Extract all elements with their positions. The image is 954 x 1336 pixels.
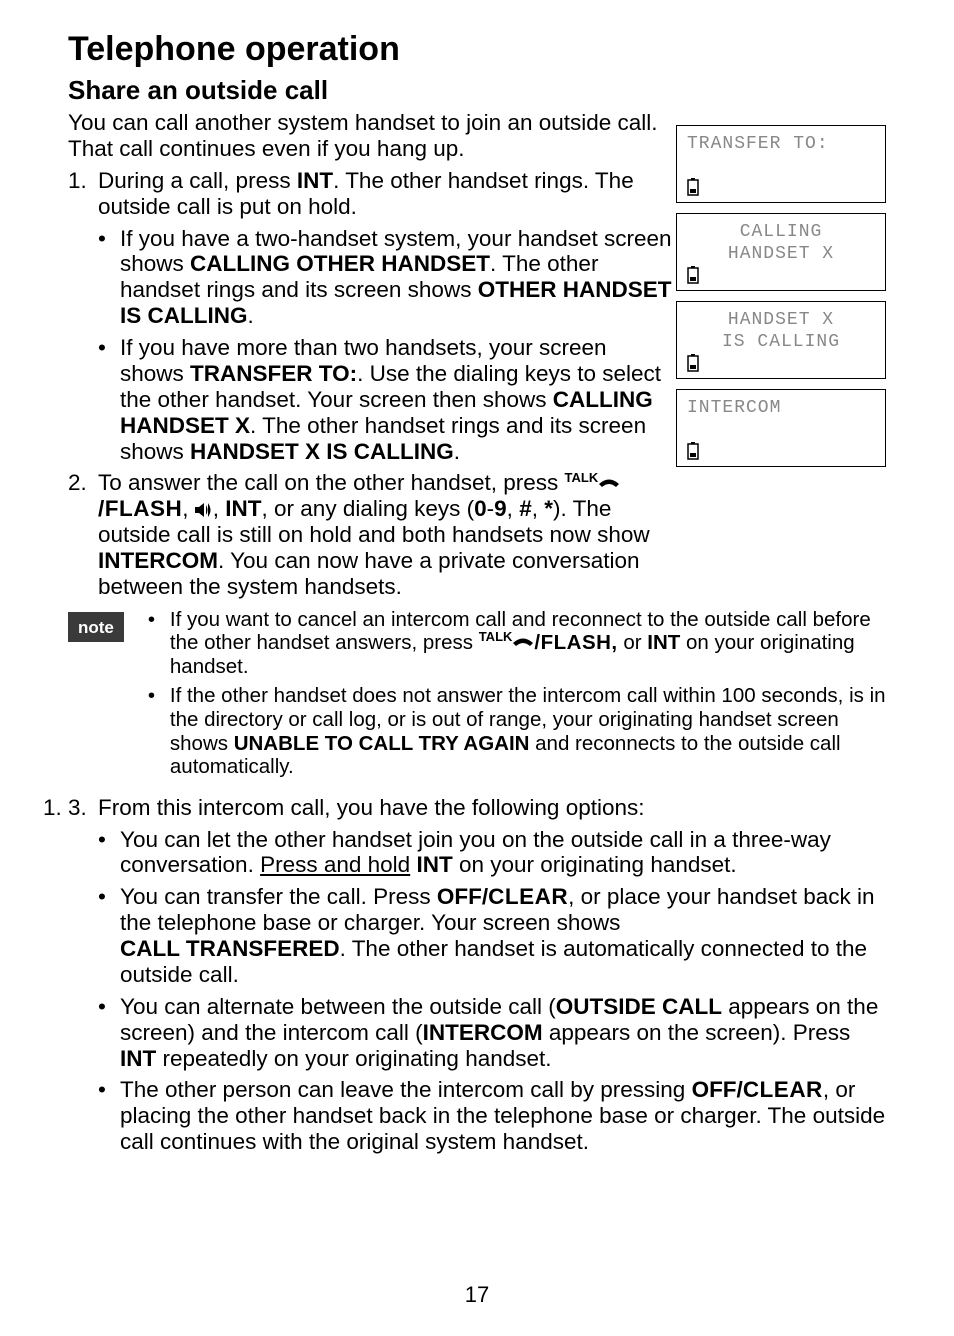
bullet-item: You can alternate between the outside ca… [98,994,886,1072]
step-2-text: To answer the call on the other handset,… [98,470,650,599]
step-1-text: During a call, press INT. The other hand… [98,168,634,219]
screen-text: TRANSFER TO: [687,134,875,156]
step-1-bullets: If you have a two-handset system, your h… [98,226,673,465]
battery-icon [687,178,699,196]
note-bullets: If you want to cancel an intercom call a… [148,608,886,785]
intro-text: You can call another system handset to j… [68,110,673,162]
handset-icon [512,629,534,639]
screen-text: CALLING [687,222,875,244]
speaker-icon [195,497,213,511]
bullet-item: If you have a two-handset system, your h… [98,226,673,330]
handset-icon [598,468,620,478]
step-3: 3. From this intercom call, you have the… [68,795,886,1155]
step-number: 1. [68,168,87,194]
note-block: note If you want to cancel an intercom c… [68,608,886,785]
screen-transfer: TRANSFER TO: [676,125,886,203]
step-number: 3. [68,795,87,821]
step-3-wrap: 3. From this intercom call, you have the… [68,795,886,1155]
page-title: Telephone operation [68,30,886,69]
note-label: note [68,612,124,642]
bullet-item: You can transfer the call. Press OFF/CLE… [98,884,886,988]
section-title: Share an outside call [68,75,886,106]
step-2: 2. To answer the call on the other hands… [68,470,673,599]
screen-text: IS CALLING [687,332,875,354]
step-3-text: From this intercom call, you have the fo… [98,795,645,820]
battery-icon [687,442,699,460]
bullet-item: The other person can leave the intercom … [98,1077,886,1155]
battery-icon [687,354,699,372]
step-number: 2. [68,470,87,496]
screen-text: HANDSET X [687,310,875,332]
step-3-bullets: You can let the other handset join you o… [98,827,886,1156]
lcd-screens: TRANSFER TO: CALLING HANDSET X HANDSET X… [676,125,886,477]
note-bullet: If you want to cancel an intercom call a… [148,608,886,679]
bullet-item: If you have more than two handsets, your… [98,335,673,464]
step-list: 1. During a call, press INT. The other h… [68,168,673,600]
battery-icon [687,266,699,284]
bullet-item: You can let the other handset join you o… [98,827,886,879]
screen-text: INTERCOM [687,398,875,420]
screen-is-calling: HANDSET X IS CALLING [676,301,886,379]
screen-text: HANDSET X [687,244,875,266]
page-number: 17 [0,1282,954,1308]
step-1: 1. During a call, press INT. The other h… [68,168,673,465]
screen-calling: CALLING HANDSET X [676,213,886,291]
note-bullet: If the other handset does not answer the… [148,684,886,778]
screen-intercom: INTERCOM [676,389,886,467]
